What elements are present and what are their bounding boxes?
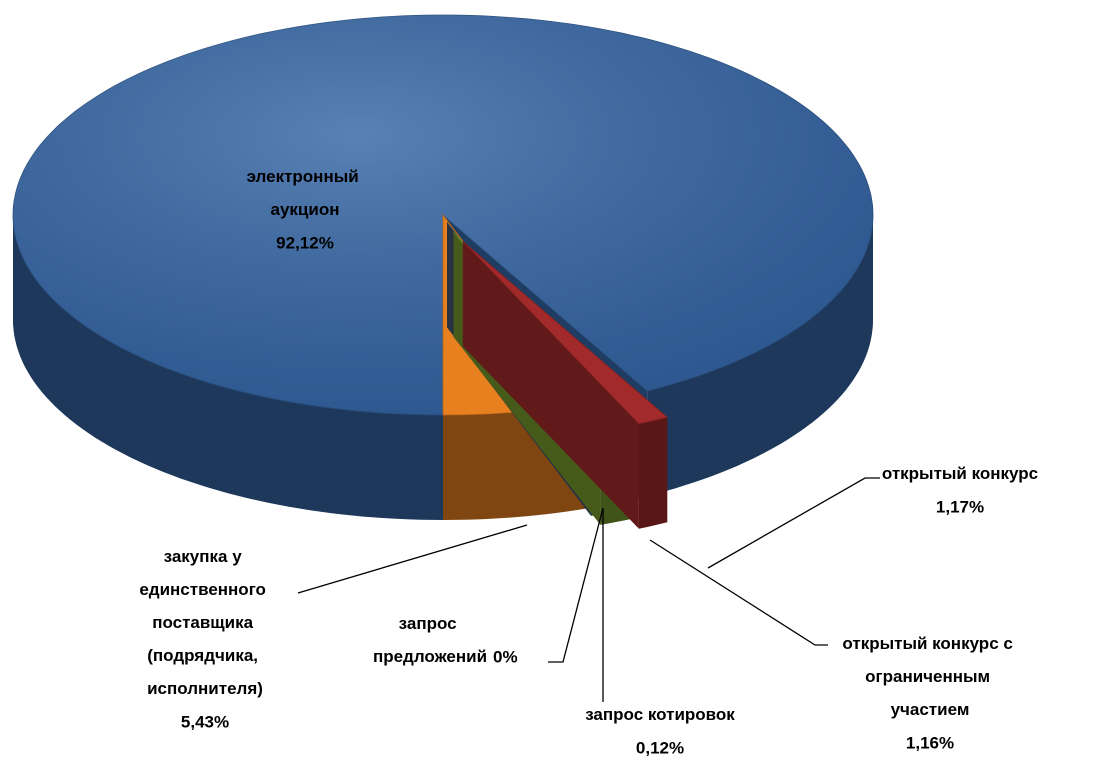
- leader-line: [649, 539, 828, 646]
- slice-label: закупка у единственного поставщика (подр…: [139, 547, 270, 698]
- slice-value-label: 5,43%: [181, 712, 229, 731]
- leader-line: [707, 477, 880, 569]
- slice-label: открытый конкурс: [882, 464, 1038, 483]
- slice-wall: [462, 241, 639, 529]
- slice-side: [13, 215, 443, 520]
- slice-label: запрос котировок: [585, 705, 735, 724]
- slice-label: открытый конкурс с ограниченным участием: [842, 634, 1017, 719]
- slice-value-label: 1,16%: [906, 733, 954, 752]
- slice-value-label: 92,12%: [276, 233, 334, 252]
- slice-label: электронный аукцион: [247, 167, 364, 219]
- slice-value-label: 1,17%: [936, 497, 984, 516]
- slice-value-label: 0%: [493, 647, 518, 666]
- leader-line: [297, 524, 528, 594]
- slice-label: запрос предложений: [373, 614, 487, 666]
- leader-line: [548, 507, 604, 663]
- slice: [462, 240, 669, 425]
- slice-side: [647, 215, 873, 496]
- slice-side: [638, 417, 668, 529]
- slice-value-label: 0,12%: [636, 738, 684, 757]
